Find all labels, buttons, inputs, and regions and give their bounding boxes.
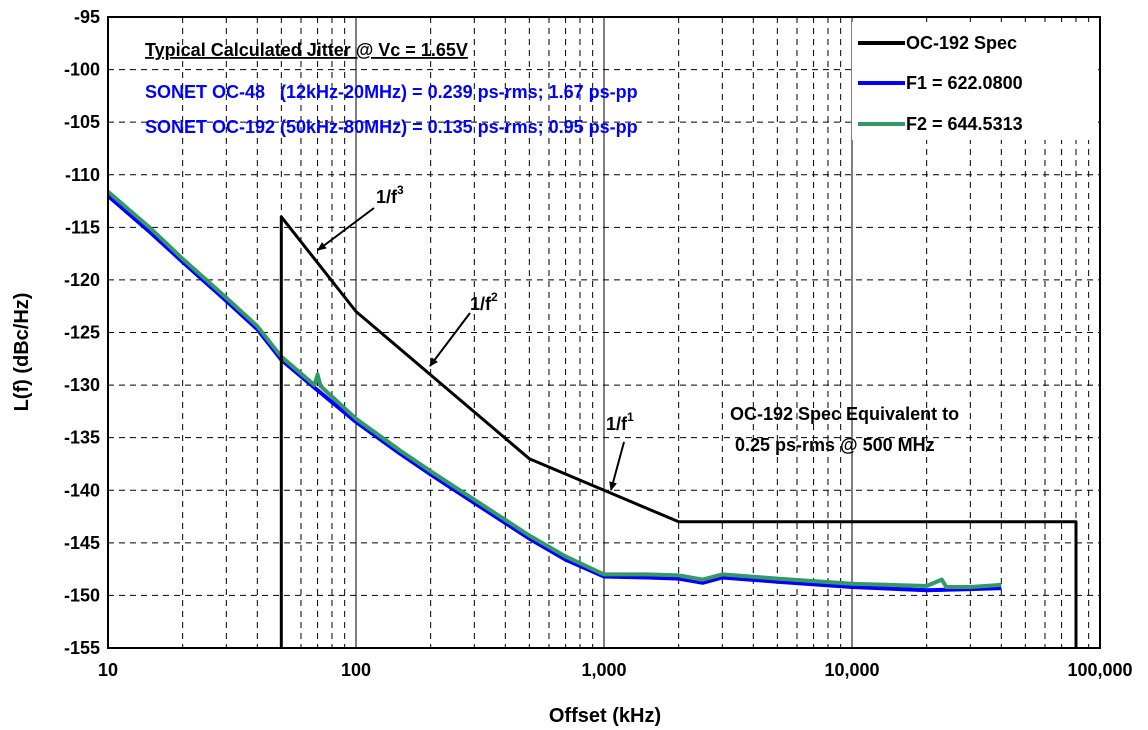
y-tick-label: -120 [64, 270, 100, 290]
slope-1-f2-arrow [429, 312, 471, 367]
x-tick-label: 100 [341, 660, 371, 680]
x-tick-label: 100,000 [1067, 660, 1132, 680]
y-axis-label: L(f) (dBc/Hz) [11, 293, 33, 412]
series-line-0 [279, 215, 1078, 648]
y-tick-label: -95 [74, 7, 100, 27]
y-tick-label: -145 [64, 533, 100, 553]
y-tick-label: -130 [64, 375, 100, 395]
series-lines [106, 190, 1078, 648]
x-tick-label: 10 [98, 660, 118, 680]
series-line-1 [106, 194, 1002, 593]
legend-label: F1 = 622.0800 [906, 73, 1023, 93]
slope-1-f1-arrow [609, 441, 625, 491]
slope-1-f1-label: 1/f1 [606, 410, 634, 434]
y-tick-label: -150 [64, 585, 100, 605]
jitter-oc192: SONET OC-192 (50kHz-80MHz) = 0.135 ps-rm… [145, 117, 638, 137]
spec-note-line1: OC-192 Spec Equivalent to [730, 404, 959, 424]
y-tick-label: -125 [64, 323, 100, 343]
y-tick-label: -105 [64, 112, 100, 132]
x-tick-label: 1,000 [581, 660, 626, 680]
y-tick-labels: -95 -100 -105 -110 -115 -120 -125 -130 -135 -140 -… [64, 7, 100, 658]
jitter-oc48: SONET OC-48 (12kHz-20MHz) = 0.239 ps-rms… [145, 82, 638, 102]
y-tick-label: -135 [64, 428, 100, 448]
y-tick-label: -110 [65, 165, 100, 185]
y-tick-label: -115 [65, 217, 100, 237]
slope-1-f2-label: 1/f2 [470, 290, 498, 314]
slope-1-f3-arrow [317, 207, 375, 251]
series-line-2 [106, 190, 1002, 589]
y-tick-label: -100 [64, 60, 100, 80]
y-tick-label: -155 [64, 638, 100, 658]
plot-frame [107, 16, 1101, 649]
legend-label: F2 = 644.5313 [906, 114, 1023, 134]
jitter-title: Typical Calculated Jitter @ Vc = 1.65V [145, 40, 468, 60]
y-tick-label: -140 [64, 480, 100, 500]
spec-note-line2: 0.25 ps-rms @ 500 MHz [730, 435, 935, 455]
x-axis-label: Offset (kHz) [549, 705, 661, 727]
slope-1-f3-label: 1/f3 [376, 183, 404, 207]
x-tick-labels: 10 100 1,000 10,000 100,000 [98, 660, 1133, 680]
x-tick-label: 10,000 [824, 660, 879, 680]
legend-label: OC-192 Spec [906, 33, 1017, 53]
legend: OC-192 Spec F1 = 622.0800 F2 = 644.5313 [852, 22, 1096, 140]
